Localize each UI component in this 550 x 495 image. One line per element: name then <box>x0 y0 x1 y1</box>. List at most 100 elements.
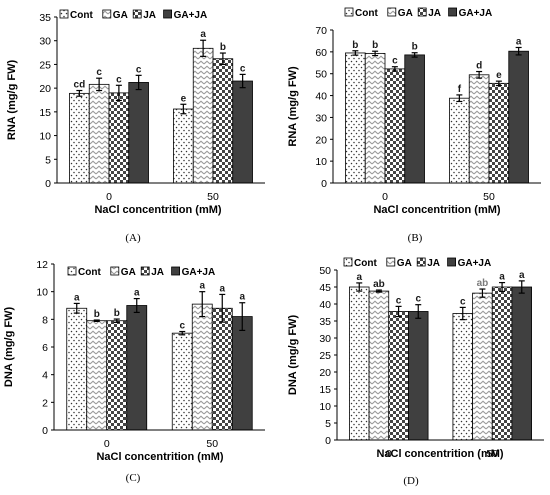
bar-ga-50 <box>468 74 490 184</box>
y-tick-label-35: 35 <box>39 12 51 24</box>
legend-label-ga-ja: GA+JA <box>459 8 493 19</box>
significance-letter-cont-0: a <box>356 272 362 283</box>
panel-label: (B) <box>408 232 423 244</box>
y-tick-label-40: 40 <box>315 91 327 103</box>
bar-cont-0 <box>69 92 90 184</box>
significance-letter-ga-50: d <box>476 61 482 72</box>
x-tick-label-0: 0 <box>104 438 110 450</box>
significance-letter-ga-50: ab <box>477 278 489 289</box>
bar-ja-0 <box>388 311 409 441</box>
y-axis-title: DNA (mg/g FW) <box>287 315 299 396</box>
legend: Cont GA JA GA+JA <box>343 257 492 269</box>
legend-label-ga-ja: GA+JA <box>458 258 492 269</box>
bar-ga-ja-50 <box>231 316 253 431</box>
legend-label-ga-ja: GA+JA <box>182 267 216 278</box>
bar-cont-50 <box>452 313 473 441</box>
y-tick-label-8: 8 <box>42 314 48 326</box>
y-tick-label-35: 35 <box>319 316 331 328</box>
legend-label-cont: Cont <box>354 258 377 269</box>
y-tick-label-10: 10 <box>36 287 48 299</box>
legend-label-ga: GA <box>121 267 136 278</box>
y-tick-label-12: 12 <box>36 259 48 271</box>
y-tick-label-15: 15 <box>319 384 331 396</box>
y-tick-label-15: 15 <box>39 107 51 119</box>
y-tick-label-40: 40 <box>319 299 331 311</box>
significance-letter-ga-ja-0: a <box>134 288 140 299</box>
significance-letter-ja-0: c <box>396 295 402 306</box>
significance-letter-cont-50: e <box>181 93 187 104</box>
significance-letter-ga-ja-0: c <box>136 64 142 75</box>
significance-letter-ga-0: c <box>96 67 102 78</box>
bar-ja-50 <box>211 307 233 431</box>
y-tick-label-10: 10 <box>315 156 327 168</box>
legend-label-ja: JA <box>428 8 441 19</box>
x-axis-title: NaCl concentrition (mM) <box>373 204 500 216</box>
bar-ja-0 <box>108 92 130 184</box>
bar-ga-ja-50 <box>232 80 253 184</box>
legend-swatch-ja <box>417 7 427 17</box>
legend-swatch-ga-ja <box>163 9 173 19</box>
chart-panel-c: a b b a 0 c a a a 50 0 2 4 6 8 10 12 NaCl concentrition (… <box>3 259 265 484</box>
significance-letter-cont-50: f <box>458 84 462 95</box>
legend: Cont GA JA GA+JA <box>344 7 493 19</box>
significance-letter-ga-ja-50: c <box>240 63 246 74</box>
legend-label-cont: Cont <box>70 10 93 21</box>
bar-ga-0 <box>364 52 386 184</box>
legend-label-ga-ja: GA+JA <box>174 10 208 21</box>
y-tick-label-5: 5 <box>45 154 51 166</box>
bar-ja-50 <box>488 82 510 184</box>
x-tick-label-0: 0 <box>386 448 392 460</box>
y-tick-label-0: 0 <box>45 178 51 190</box>
x-axis-title: NaCl concentrition (mM) <box>96 451 223 463</box>
bar-ga-0 <box>88 83 110 184</box>
panel-label: (D) <box>403 475 419 487</box>
x-axis-title: NaCl concentrition (mM) <box>376 448 503 460</box>
y-tick-label-25: 25 <box>39 59 51 71</box>
legend-swatch-ga <box>110 266 120 276</box>
bar-ja-50 <box>212 58 234 184</box>
bar-ga-0 <box>86 320 108 431</box>
y-tick-label-30: 30 <box>315 112 327 124</box>
y-tick-label-20: 20 <box>319 367 331 379</box>
legend-label-cont: Cont <box>355 8 378 19</box>
y-axis-title: RNA (mg/g FW) <box>287 66 299 147</box>
significance-letter-ga-ja-0: c <box>415 294 421 305</box>
y-tick-label-10: 10 <box>319 401 331 413</box>
bar-ga-ja-0 <box>128 82 149 184</box>
bar-ga-0 <box>368 290 390 441</box>
significance-letter-ja-0: b <box>114 308 120 319</box>
y-axis-title: DNA (mg/g FW) <box>3 307 15 388</box>
significance-letter-ga-50: a <box>199 281 205 292</box>
panel-label: (A) <box>125 232 141 244</box>
y-tick-label-60: 60 <box>315 47 327 59</box>
y-tick-label-30: 30 <box>39 36 51 48</box>
bar-ga-ja-0 <box>408 311 429 441</box>
bar-cont-50 <box>171 332 193 431</box>
significance-letter-ga-ja-50: a <box>516 36 522 47</box>
significance-letter-ga-0: b <box>372 40 378 51</box>
bar-cont-0 <box>66 307 88 431</box>
y-tick-label-6: 6 <box>42 342 48 354</box>
legend-swatch-ga-ja <box>447 257 457 267</box>
bar-ga-ja-0 <box>404 54 425 184</box>
legend: Cont GA JA GA+JA <box>59 9 208 21</box>
bar-ga-ja-0 <box>126 305 148 431</box>
significance-letter-ja-50: b <box>220 42 226 53</box>
x-tick-label-50: 50 <box>207 191 219 203</box>
legend: Cont GA JA GA+JA <box>67 266 216 278</box>
legend-swatch-cont <box>67 266 77 276</box>
bar-ja-0 <box>106 320 128 431</box>
x-tick-label-0: 0 <box>382 191 388 203</box>
bar-ga-50 <box>192 47 214 184</box>
legend-label-ga: GA <box>398 8 413 19</box>
chart-panel-b: b b c b 0 f d e a 50 0 10 20 30 40 50 60 70 NaCl concentri… <box>287 7 541 244</box>
x-tick-label-50: 50 <box>486 448 498 460</box>
significance-letter-cont-50: c <box>179 321 185 332</box>
legend-label-ga: GA <box>397 258 412 269</box>
y-tick-label-20: 20 <box>315 134 327 146</box>
y-tick-label-4: 4 <box>42 370 48 382</box>
legend-label-ga: GA <box>113 10 128 21</box>
x-tick-label-50: 50 <box>206 438 218 450</box>
